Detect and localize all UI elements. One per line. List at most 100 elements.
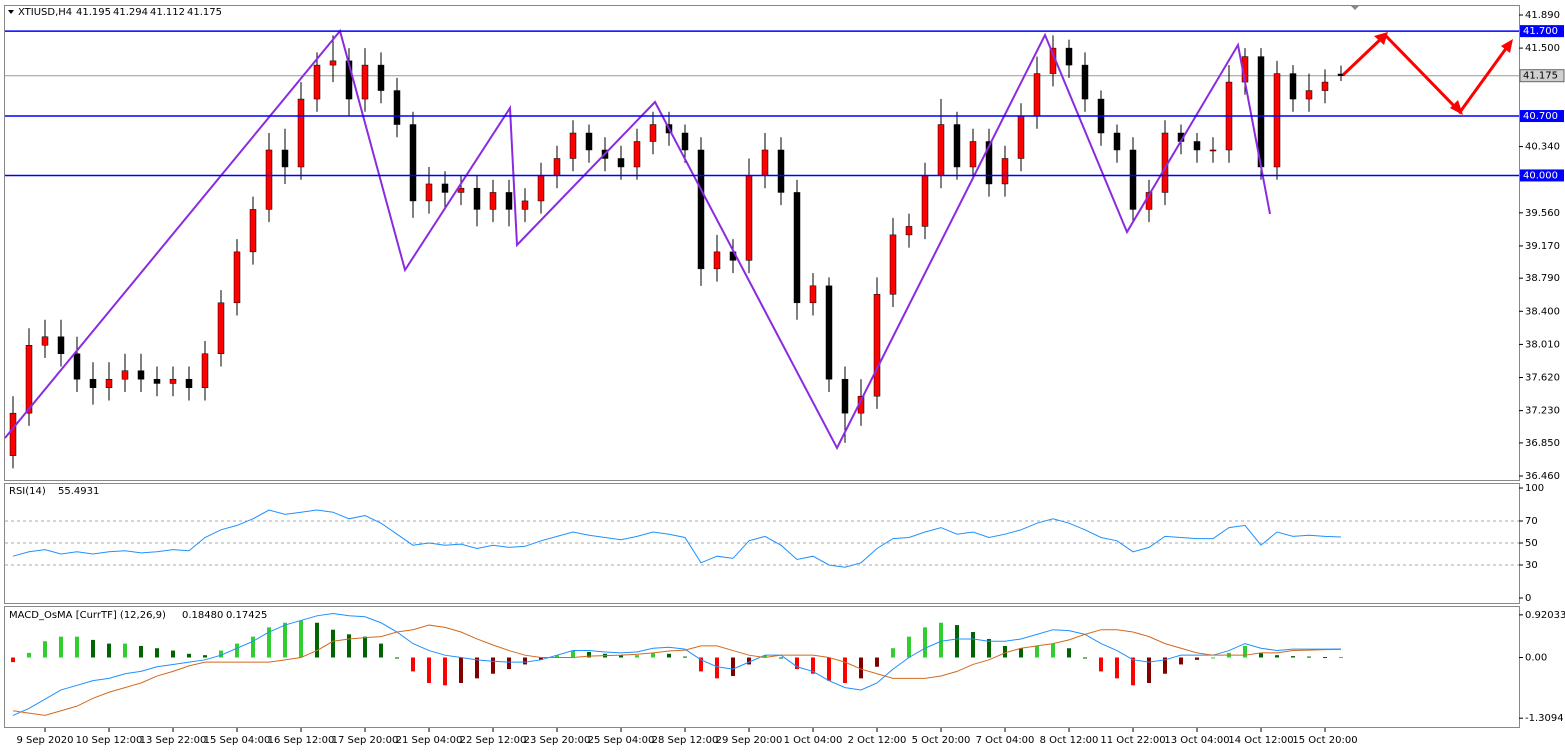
osma-bar [1131,657,1135,686]
candle-body [361,64,369,100]
osma-bar [59,636,63,658]
x-tick-label: 15 Sep 04:00 [204,735,271,746]
candle-body [1209,149,1217,152]
indicator-title: MACD_OsMA [CurrTF] (12,26,9) [9,610,166,621]
candle-body [329,60,337,66]
menu-triangle[interactable] [8,10,14,14]
candle-body [409,124,417,202]
osma-bar [843,657,847,683]
candle-body [473,187,481,210]
x-tick-label: 2 Oct 12:00 [848,735,907,746]
level-label-box [1520,169,1564,182]
osma-bar [939,622,943,658]
osma-bar [139,645,143,658]
osma-bar [1067,648,1071,658]
candle-body [1193,141,1201,151]
level-label: 41.700 [1523,26,1558,37]
osma-bar [27,652,31,658]
y-tick-label: 41.500 [1525,43,1560,54]
candle-body [825,285,833,380]
candle-body [297,98,305,168]
candle-body [745,175,753,261]
osma-bar [891,648,895,658]
candle-body [649,124,657,142]
osma-bar [171,650,175,658]
candle-body [1273,73,1281,168]
y-tick-label: 38.790 [1525,273,1560,284]
candle-body [1305,90,1313,100]
price-label: 41.175 [1523,71,1558,82]
candle-body [57,336,65,354]
candle-body [841,378,849,414]
level-label: 40.700 [1523,111,1558,122]
forecast-arrow [1341,32,1512,115]
y-tick-label: 30 [1525,560,1538,571]
candle-body [169,378,177,384]
candle-body [217,302,225,354]
scroll-marker[interactable] [1350,5,1360,10]
osma-bar [1003,645,1007,658]
price-panel [4,5,1520,481]
osma-bar [667,653,671,658]
candle-body [873,294,881,397]
candle-body [681,132,689,151]
candle-body [425,183,433,202]
osma-bar [1163,657,1167,674]
candle-body [633,141,641,168]
candle-body [697,149,705,270]
candle-body [249,209,257,253]
osma-bar [1243,645,1247,658]
osma-bar [923,627,927,658]
candle-body [1113,132,1121,151]
candle-body [1321,81,1329,91]
osma-bar [811,657,815,674]
candle-body [537,175,545,202]
candle-body [713,251,721,270]
osma-bar [795,657,799,670]
indicator-value: 0.17425 [226,610,267,621]
x-tick-label: 21 Sep 04:00 [396,735,463,746]
y-tick-label: 0.92033 [1525,610,1565,621]
y-tick-label: 37.230 [1525,406,1560,417]
y-tick-label: 41.890 [1525,10,1560,21]
osma-bar [587,651,591,658]
osma-bar [363,636,367,658]
osma-bar [299,620,303,658]
osma-bar [219,650,223,658]
candle-body [921,175,929,227]
y-tick-label: 36.850 [1525,438,1560,449]
y-tick-label: 70 [1525,516,1538,527]
osma-bar [859,657,863,679]
x-tick-label: 11 Oct 22:00 [1100,735,1165,746]
y-tick-label: 50 [1525,538,1538,549]
osma-bar [1195,657,1199,660]
osma-bar [1083,657,1087,659]
candle-body [569,132,577,159]
candle-body [281,149,289,168]
osma-bar [43,641,47,658]
osma-bar [779,657,783,659]
level-label: 40.000 [1523,170,1558,181]
osma-bar [155,648,159,658]
osma-bar [1307,656,1311,658]
candle-body [265,149,273,210]
osma-bar [235,643,239,658]
candle-body [777,149,785,193]
x-tick-label: 15 Oct 20:00 [1292,735,1357,746]
x-tick-label: 22 Sep 12:00 [460,735,527,746]
osma-bar [411,657,415,672]
osma-bar [1051,643,1055,658]
osma-bar [1291,656,1295,658]
y-tick-label: 38.400 [1525,306,1560,317]
osma-bar [523,657,527,665]
candle-body [585,132,593,151]
x-tick-label: 5 Oct 20:00 [912,735,971,746]
ohlc-value: 41.175 [187,7,222,18]
x-tick-label: 28 Sep 12:00 [652,735,719,746]
candle-body [73,353,81,380]
ohlc-value: 41.112 [150,7,185,18]
indicator-value: 55.4931 [58,486,99,497]
candle-body [521,200,529,210]
